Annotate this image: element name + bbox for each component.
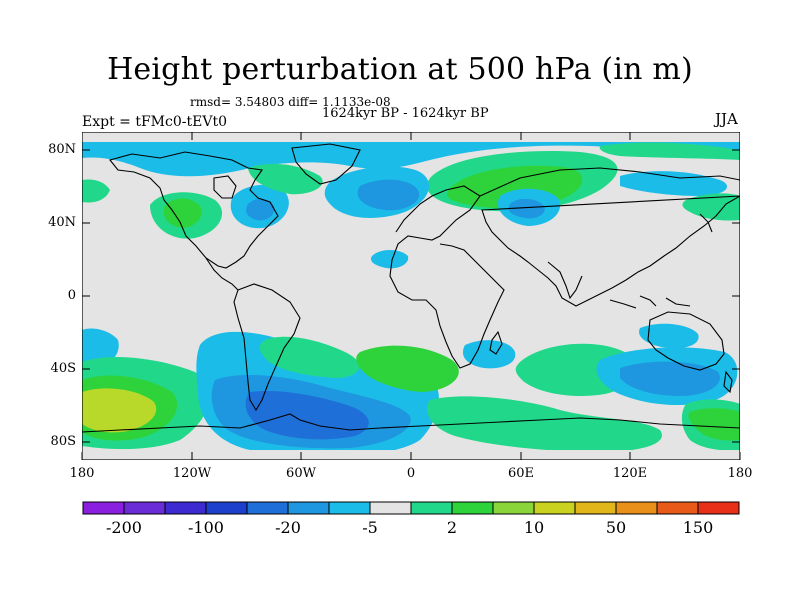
lon-tick-180e: 180 (727, 466, 753, 481)
hudson-bay (213, 175, 237, 199)
south-anomalies (82, 323, 740, 460)
experiment-label: Expt = tFMc0-tEVt0 (82, 114, 227, 130)
madagascar (489, 330, 503, 355)
colorbar-box (697, 501, 740, 515)
colorbar-label: 2 (446, 518, 458, 537)
lon-tick-180w: 180 (69, 466, 95, 481)
colorbar-label: 150 (682, 518, 714, 537)
lon-tick-120w: 120W (172, 466, 212, 481)
indonesia-islands (609, 295, 691, 309)
lat-tick-40n: 40N (48, 215, 76, 230)
colorbar-box (574, 501, 617, 515)
lat-tick-80s: 80S (50, 434, 76, 449)
colorbar-box (246, 501, 289, 515)
colorbar-label: -100 (188, 518, 224, 537)
australia-coast (647, 311, 725, 371)
tick-marks (81, 132, 741, 460)
japan-islands (699, 213, 713, 233)
antarctica-coast (82, 413, 740, 433)
map-field (82, 132, 740, 460)
colorbar-box (451, 501, 494, 515)
central-america-coast (205, 257, 239, 291)
lon-tick-120e: 120E (612, 466, 648, 481)
period-label: 1624kyr BP - 1624kyr BP (322, 106, 489, 121)
colorbar-label: 10 (523, 518, 545, 537)
colorbar-box (287, 501, 330, 515)
colorbar-box (205, 501, 248, 515)
lon-tick-0: 0 (406, 466, 416, 481)
lon-tick-60w: 60W (286, 466, 316, 481)
colorbar-box (164, 501, 207, 515)
colorbar-box (492, 501, 535, 515)
south-america-coast (233, 283, 301, 412)
colorbar-box (615, 501, 658, 515)
lat-tick-0: 0 (67, 288, 76, 303)
north-america-coast (109, 151, 279, 269)
colorbar-box (369, 501, 412, 515)
colorbar-box (123, 501, 166, 515)
colorbar (82, 501, 740, 515)
colorbar-label: -5 (362, 518, 378, 537)
colorbar-box (410, 501, 453, 515)
colorbar-box (656, 501, 699, 515)
europe-africa-coast (389, 185, 505, 369)
lon-tick-60e: 60E (507, 466, 535, 481)
greenland-coast (291, 143, 361, 185)
colorbar-box (82, 501, 125, 515)
coastlines (82, 143, 740, 433)
map-title: Height perturbation at 500 hPa (in m) (107, 52, 693, 87)
colorbar-label: -20 (275, 518, 301, 537)
asia-coast (479, 167, 740, 307)
colorbar-box (328, 501, 371, 515)
lat-tick-80n: 80N (48, 142, 76, 157)
colorbar-label: -200 (106, 518, 142, 537)
colorbar-label: 50 (605, 518, 627, 537)
colorbar-box (533, 501, 576, 515)
season-label: JJA (715, 110, 738, 128)
lat-tick-40s: 40S (50, 361, 76, 376)
stats-label: rmsd= 3.54803 diff= 1.1133e-08 (190, 95, 391, 109)
new-zealand (723, 370, 733, 394)
india-coast (547, 261, 583, 300)
